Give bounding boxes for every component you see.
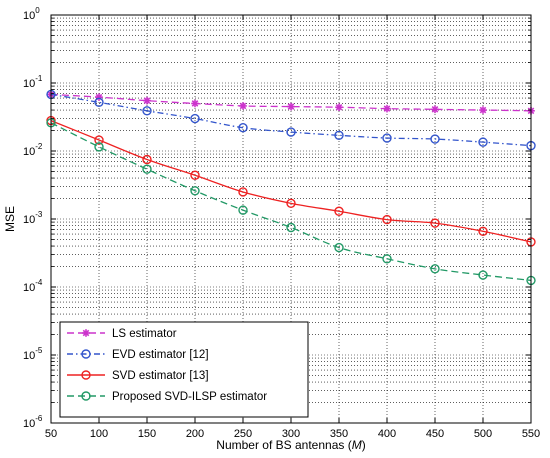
y-tick-label: 10-3 [23, 210, 43, 226]
data-point [238, 205, 248, 215]
x-axis-label-end: ) [362, 438, 366, 452]
series-layer [46, 89, 536, 286]
data-point [94, 142, 104, 152]
y-tick-label: 100 [23, 6, 40, 22]
x-tick-label: 550 [522, 428, 540, 440]
series-line [50, 122, 532, 282]
x-tick-label: 400 [378, 428, 396, 440]
y-tick-label: 10-5 [23, 346, 43, 362]
data-point [431, 105, 439, 114]
data-point [239, 102, 247, 110]
data-point [190, 113, 200, 124]
legend-label: SVD estimator [13] [112, 370, 209, 382]
data-point [334, 130, 344, 141]
x-tick-label: 500 [474, 428, 492, 440]
x-axis-label: Number of BS antennas (M) [216, 438, 365, 452]
data-point [94, 135, 104, 145]
x-axis-label-var: M [352, 438, 362, 452]
data-point [286, 127, 296, 137]
data-point [142, 154, 152, 165]
series-line [50, 93, 532, 112]
legend-label: LS estimator [112, 328, 177, 340]
y-tick-label: 10-4 [23, 278, 43, 294]
x-tick-label: 200 [186, 428, 204, 440]
x-tick-label: 450 [426, 428, 444, 440]
data-point [382, 254, 392, 264]
legend-entry: Proposed SVD-ILSP estimator [67, 391, 267, 403]
y-tick-label: 10-6 [23, 414, 43, 430]
x-tick-label: 350 [330, 428, 348, 440]
legend-entry: SVD estimator [13] [67, 370, 209, 382]
data-point [286, 198, 296, 209]
legend-entry: EVD estimator [12] [67, 349, 209, 361]
data-point [478, 226, 488, 236]
legend-label: Proposed SVD-ILSP estimator [112, 391, 267, 403]
data-point [142, 106, 152, 116]
legend-entry: LS estimator [67, 328, 177, 340]
data-point [478, 270, 488, 280]
x-tick-label: 300 [282, 428, 300, 440]
data-point [286, 222, 296, 233]
data-point [430, 218, 440, 228]
series-4 [46, 118, 536, 286]
data-point [334, 242, 344, 253]
series-3 [46, 115, 536, 247]
data-point [191, 99, 199, 108]
data-point [94, 97, 104, 108]
legend-box [59, 321, 309, 418]
data-point [143, 96, 151, 105]
axis-ticks: 50 100 150 200 250 300 350 400 450 500 550 100 10-1 1… [23, 6, 540, 440]
data-point [335, 103, 343, 112]
data-point [142, 164, 152, 174]
data-point [430, 134, 440, 144]
data-point [382, 133, 392, 143]
series-line [50, 93, 532, 147]
data-point [238, 187, 248, 197]
legend-label: EVD estimator [12] [112, 349, 209, 361]
y-tick-label: 10-2 [23, 142, 43, 158]
data-point [430, 264, 440, 274]
data-point [238, 123, 248, 133]
data-point [382, 214, 392, 225]
data-point [479, 106, 487, 114]
data-point [478, 137, 488, 147]
data-point [287, 102, 295, 111]
series-line [50, 119, 532, 243]
y-axis-label: MSE [3, 206, 17, 232]
x-tick-label: 250 [234, 428, 252, 440]
data-point [334, 206, 344, 216]
legend: LS estimator EVD estimator [12] SVD estima… [59, 321, 309, 418]
data-point [190, 186, 200, 196]
x-tick-label: 150 [138, 428, 156, 440]
y-tick-label: 10-1 [23, 74, 43, 90]
x-axis-label-text: Number of BS antennas ( [216, 438, 351, 452]
data-point [383, 104, 391, 113]
data-point [190, 170, 200, 180]
x-tick-label: 50 [45, 428, 57, 440]
x-tick-label: 100 [90, 428, 108, 440]
